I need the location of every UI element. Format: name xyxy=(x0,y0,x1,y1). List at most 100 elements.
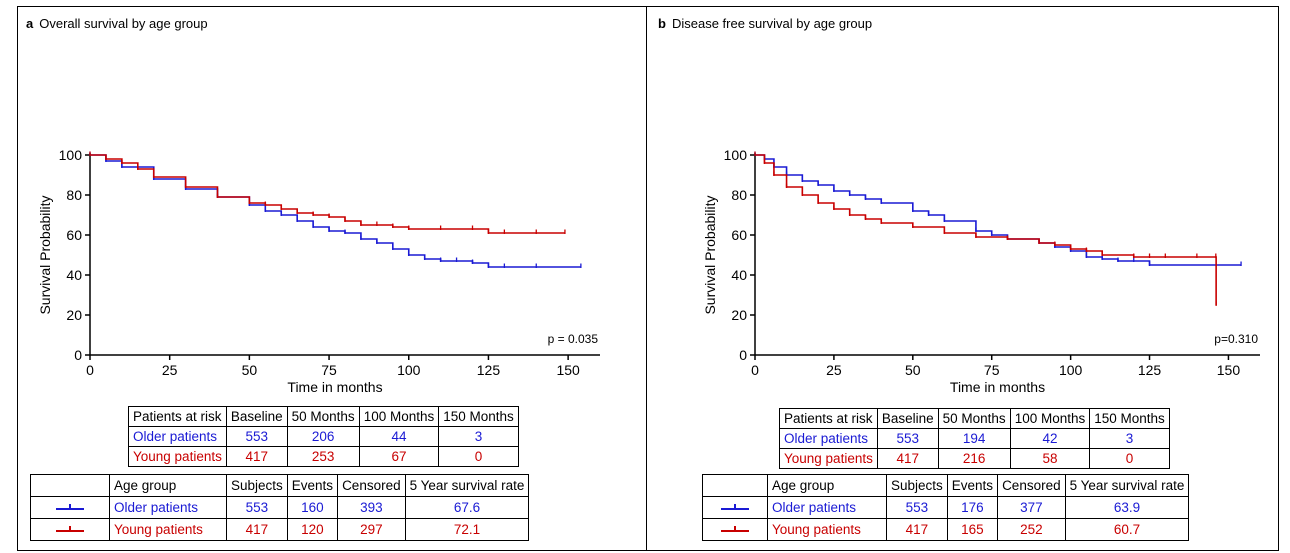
summary-header: 5 Year survival rate xyxy=(1064,474,1190,497)
x-tick-label: 50 xyxy=(905,362,921,378)
x-tick-label: 150 xyxy=(556,362,580,378)
risk-row-label: Older patients xyxy=(779,428,878,449)
risk-cell: 0 xyxy=(438,446,519,467)
summary-cell: 67.6 xyxy=(404,496,530,519)
series-line-young xyxy=(755,154,1217,305)
risk-row-label: Older patients xyxy=(128,426,227,447)
risk-cell: 0 xyxy=(1089,448,1170,469)
x-tick-label: 100 xyxy=(397,362,421,378)
y-tick-label: 0 xyxy=(739,347,747,363)
x-tick-label: 75 xyxy=(984,362,1000,378)
summary-header: 5 Year survival rate xyxy=(404,474,530,497)
panel-a-title: a Overall survival by age group xyxy=(26,16,208,31)
summary-header: Age group xyxy=(767,474,887,497)
x-tick-label: 25 xyxy=(162,362,178,378)
risk-header: Baseline xyxy=(225,406,288,427)
risk-cell: 553 xyxy=(876,428,939,449)
risk-cell: 417 xyxy=(876,448,939,469)
risk-header: Patients at risk xyxy=(779,408,878,429)
legend-symbol-older xyxy=(702,496,768,519)
p-value-annotation: p=0.310 xyxy=(1214,332,1258,346)
summary-header: Subjects xyxy=(226,474,288,497)
summary-header: Censored xyxy=(997,474,1066,497)
panel-a-letter: a xyxy=(26,16,34,31)
summary-cell: 165 xyxy=(946,518,999,541)
risk-header: 100 Months xyxy=(1009,408,1091,429)
summary-header: Events xyxy=(286,474,339,497)
x-tick-label: 125 xyxy=(477,362,501,378)
series-line-older xyxy=(90,154,581,268)
summary-cell: 63.9 xyxy=(1064,496,1190,519)
chart-overall-survival: 0 20 40 60 80 100 0 25 50 75 100 125 150 Time in mont… xyxy=(37,150,600,395)
x-tick-label: 125 xyxy=(1138,362,1162,378)
y-axis-label: Survival Probability xyxy=(702,195,718,314)
summary-row-label: Older patients xyxy=(109,496,227,519)
risk-cell: 417 xyxy=(225,446,288,467)
summary-cell: 60.7 xyxy=(1064,518,1190,541)
panel-a-title-text: Overall survival by age group xyxy=(39,16,208,31)
legend-symbol-young xyxy=(702,518,768,541)
risk-cell: 206 xyxy=(286,426,360,447)
y-tick-label: 20 xyxy=(66,307,82,323)
x-tick-label: 75 xyxy=(321,362,337,378)
legend-symbol-young xyxy=(30,518,110,541)
summary-cell: 72.1 xyxy=(404,518,530,541)
risk-table-a: Patients at risk Baseline 50 Months 100 … xyxy=(128,406,519,467)
risk-cell: 3 xyxy=(1089,428,1170,449)
risk-cell: 58 xyxy=(1009,448,1091,469)
x-axis-label: Time in months xyxy=(950,379,1045,395)
y-tick-label: 100 xyxy=(59,150,83,163)
p-value-annotation: p = 0.035 xyxy=(548,332,599,346)
series-line-older xyxy=(755,154,1242,266)
risk-header: 150 Months xyxy=(438,406,519,427)
y-tick-label: 100 xyxy=(724,150,748,163)
risk-cell: 553 xyxy=(225,426,288,447)
summary-cell: 393 xyxy=(337,496,406,519)
panel-b-title: b Disease free survival by age group xyxy=(658,16,872,31)
summary-row-label: Young patients xyxy=(109,518,227,541)
summary-row-label: Young patients xyxy=(767,518,887,541)
risk-header: 100 Months xyxy=(358,406,440,427)
risk-header: 150 Months xyxy=(1089,408,1170,429)
summary-cell: 252 xyxy=(997,518,1066,541)
summary-row-label: Older patients xyxy=(767,496,887,519)
summary-cell: 377 xyxy=(997,496,1066,519)
x-tick-label: 150 xyxy=(1217,362,1241,378)
panel-b-title-text: Disease free survival by age group xyxy=(671,16,873,31)
summary-cell: 297 xyxy=(337,518,406,541)
risk-cell: 44 xyxy=(358,426,440,447)
y-tick-label: 80 xyxy=(66,187,82,203)
summary-cell: 160 xyxy=(286,496,339,519)
summary-cell: 120 xyxy=(286,518,339,541)
x-tick-label: 25 xyxy=(826,362,842,378)
risk-header: 50 Months xyxy=(937,408,1011,429)
summary-cell: 176 xyxy=(946,496,999,519)
summary-header: Subjects xyxy=(886,474,948,497)
x-axis-label: Time in months xyxy=(287,379,382,395)
y-tick-label: 60 xyxy=(66,227,82,243)
risk-cell: 42 xyxy=(1009,428,1091,449)
summary-cell: 553 xyxy=(226,496,288,519)
y-tick-label: 40 xyxy=(731,267,747,283)
x-tick-label: 0 xyxy=(751,362,759,378)
y-tick-label: 60 xyxy=(731,227,747,243)
y-tick-label: 0 xyxy=(74,347,82,363)
summary-header: Events xyxy=(946,474,999,497)
panel-divider xyxy=(646,6,647,551)
risk-header: Baseline xyxy=(876,408,939,429)
risk-cell: 67 xyxy=(358,446,440,467)
risk-cell: 216 xyxy=(937,448,1011,469)
summary-cell: 417 xyxy=(226,518,288,541)
risk-row-label: Young patients xyxy=(128,446,227,467)
summary-table-a: Age group Subjects Events Censored 5 Yea… xyxy=(30,474,530,541)
summary-header: Age group xyxy=(109,474,227,497)
y-tick-label: 20 xyxy=(731,307,747,323)
figure-frame xyxy=(17,6,1279,551)
legend-header-cell xyxy=(702,474,768,497)
risk-header: 50 Months xyxy=(286,406,360,427)
summary-cell: 417 xyxy=(886,518,948,541)
legend-symbol-older xyxy=(30,496,110,519)
panel-b-letter: b xyxy=(658,16,666,31)
risk-row-label: Young patients xyxy=(779,448,878,469)
